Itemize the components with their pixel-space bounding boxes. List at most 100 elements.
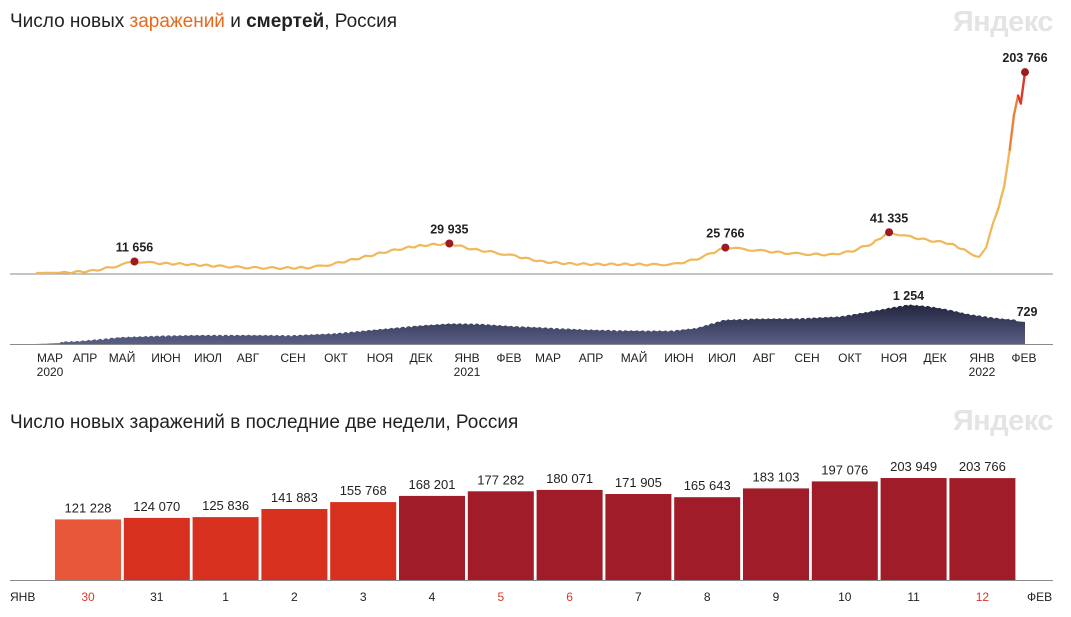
bar-day-label: 30 xyxy=(81,590,95,604)
bar-value-label: 197 076 xyxy=(821,462,868,477)
chart-title-main: Число новых заражений и смертей, Россия xyxy=(10,11,398,32)
bar-day-label: 5 xyxy=(497,590,504,604)
bar-value-label: 180 071 xyxy=(546,471,593,486)
cases-peak-marker xyxy=(130,257,139,266)
bar-value-label: 125 836 xyxy=(202,498,249,513)
bar-day xyxy=(261,509,328,580)
bar-day xyxy=(192,517,259,580)
bar-day xyxy=(123,517,190,580)
year-tick-label: 2021 xyxy=(454,365,481,379)
month-tick-label: АПР xyxy=(579,351,604,365)
bar-day xyxy=(536,489,603,580)
deaths-peak-label: 729 xyxy=(1017,305,1038,319)
cases-peak-label: 29 935 xyxy=(430,222,468,236)
deaths-peak-label: 1 254 xyxy=(893,289,924,303)
cases-series-line xyxy=(36,215,997,275)
bar-value-label: 155 768 xyxy=(340,483,387,498)
title-deaths-word: смертей xyxy=(246,11,325,32)
cases-series-peak-segment xyxy=(1012,94,1020,117)
month-tick-label: НОЯ xyxy=(881,351,907,365)
bar-day-label: 31 xyxy=(150,590,164,604)
bars-month-right: ФЕВ xyxy=(1027,590,1052,604)
bar-value-label: 183 103 xyxy=(753,469,800,484)
bars-month-left: ЯНВ xyxy=(10,590,35,604)
month-tick-label: ОКТ xyxy=(838,351,862,365)
yandex-logo: Яндекс xyxy=(952,6,1054,38)
year-tick-label: 2020 xyxy=(37,365,64,379)
month-tick-label: ИЮН xyxy=(151,351,180,365)
month-tick-label: ИЮЛ xyxy=(708,351,736,365)
month-axis: МАР АПР МАЙ ИЮН ИЮЛ АВГ СЕН ОКТ НОЯ ДЕК ЯНВ ФЕВ МАР А… xyxy=(37,350,1037,379)
month-tick-label: ЯНВ xyxy=(969,351,994,365)
bar-value-label: 141 883 xyxy=(271,490,318,505)
cases-peak-label: 203 766 xyxy=(1002,51,1047,65)
bar-day-label: 4 xyxy=(429,590,436,604)
cases-peak-marker xyxy=(721,243,730,252)
cases-peak-marker xyxy=(445,239,454,248)
month-tick-label: АВГ xyxy=(237,351,260,365)
bar-value-label: 203 949 xyxy=(890,459,937,474)
cases-series-peak-segment xyxy=(997,195,1003,210)
bar-day-label: 9 xyxy=(773,590,780,604)
cases-series-peak-segment xyxy=(1005,148,1011,170)
cases-peak-label: 41 335 xyxy=(870,211,908,225)
month-tick-label: ДЕК xyxy=(923,351,946,365)
bar-day xyxy=(55,519,121,580)
month-tick-label: ИЮЛ xyxy=(194,351,222,365)
month-tick-label: СЕН xyxy=(280,351,305,365)
month-tick-label: АВГ xyxy=(753,351,776,365)
month-tick-label: СЕН xyxy=(794,351,819,365)
month-tick-label: ИЮН xyxy=(664,351,693,365)
bar-day-label: 12 xyxy=(976,590,990,604)
bar-day-label: 11 xyxy=(907,590,920,604)
bar-value-label: 124 070 xyxy=(133,499,180,514)
bar-value-label: 168 201 xyxy=(409,477,456,492)
bar-day-label: 3 xyxy=(360,590,367,604)
bar-day-label: 7 xyxy=(635,590,642,604)
year-tick-label: 2022 xyxy=(969,365,996,379)
bar-day-label: 1 xyxy=(222,590,229,604)
deaths-area-chart: 1 254 729 xyxy=(10,289,1053,345)
cases-peak-label: 25 766 xyxy=(706,227,744,241)
bar-day-label: 8 xyxy=(704,590,711,604)
bar-day xyxy=(330,502,397,580)
cases-line-chart: 11 656 29 935 25 766 41 335 203 766 xyxy=(10,51,1053,275)
bar-day xyxy=(811,481,878,580)
bar-day xyxy=(880,478,947,580)
month-tick-label: ФЕВ xyxy=(496,351,521,365)
month-tick-label: НОЯ xyxy=(367,351,393,365)
cases-series-peak-segment xyxy=(1008,114,1016,152)
bar-value-label: 165 643 xyxy=(684,478,731,493)
yandex-logo-2: Яндекс xyxy=(952,405,1054,437)
cases-peak-marker xyxy=(885,228,894,237)
month-tick-label: АПР xyxy=(73,351,98,365)
month-tick-label: МАЙ xyxy=(109,350,136,365)
bar-value-label: 203 766 xyxy=(959,459,1006,474)
bar-day-label: 2 xyxy=(291,590,298,604)
cases-series-peak-segment xyxy=(1003,166,1009,188)
bar-value-label: 177 282 xyxy=(477,472,524,487)
bar-day xyxy=(399,495,465,580)
bar-day xyxy=(743,488,809,580)
cases-peak-label: 11 656 xyxy=(116,241,154,255)
bar-day-label: 6 xyxy=(566,590,573,604)
cases-peak-marker xyxy=(1021,68,1029,77)
deaths-series-area xyxy=(36,304,1025,344)
month-tick-label: МАР xyxy=(37,351,63,365)
month-tick-label: ЯНВ xyxy=(454,351,479,365)
cases-series-peak-segment xyxy=(1019,70,1027,105)
bar-day xyxy=(605,494,672,580)
cases-series-peak-segment xyxy=(1000,185,1006,198)
bar-day xyxy=(674,497,741,580)
month-tick-label: МАЙ xyxy=(621,350,648,365)
bar-day xyxy=(949,478,1016,580)
chart-title-two-weeks: Число новых заражений в последние две не… xyxy=(10,412,519,433)
month-tick-label: ДЕК xyxy=(409,351,432,365)
bar-day xyxy=(467,491,534,580)
month-tick-label: ОКТ xyxy=(324,351,348,365)
bar-value-label: 171 905 xyxy=(615,475,662,490)
bar-day-label: 10 xyxy=(838,590,852,604)
cases-series-peak-segment xyxy=(994,206,1000,217)
